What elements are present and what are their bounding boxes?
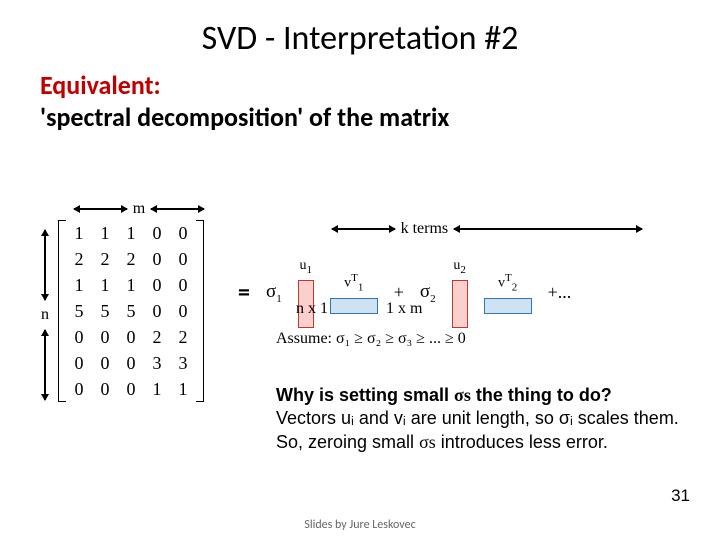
matrix-cell: 0 [170,220,196,246]
matrix-cell: 5 [92,298,118,324]
matrix-cell: 0 [170,298,196,324]
matrix-table: 11100222001110055500000220003300011 [66,220,196,402]
page-number: 31 [671,486,690,506]
matrix-cell: 0 [144,246,170,272]
subtitle-line-2: 'spectral decomposition' of the matrix [40,101,680,133]
matrix-cell: 0 [118,350,144,376]
matrix-cell: 3 [144,350,170,376]
arrow-h-icon [151,208,204,209]
matrix-cell: 2 [118,246,144,272]
matrix-cell: 0 [66,324,92,350]
sigma1: σ1 [266,281,282,305]
n-dimension-label: n [34,230,56,400]
v2t-vector: vT2 [484,272,532,313]
n-text: n [41,306,49,324]
footer-credit: Slides by Jure Leskovec [0,518,720,532]
subtitle: Equivalent: 'spectral decomposition' of … [40,69,680,133]
matrix-cell: 0 [144,220,170,246]
ellipsis: +... [548,282,572,303]
row-vector-icon [330,298,378,314]
slide-title: SVD - Interpretation #2 [40,18,680,59]
matrix-cell: 3 [170,350,196,376]
matrix-cell: 1 [118,272,144,298]
body-text: Why is setting small σs the thing to do?… [276,384,690,454]
nx1-label: n x 1 [296,300,328,318]
arrow-v-icon [44,230,45,300]
m-text: m [133,200,145,218]
matrix-cell: 5 [66,298,92,324]
matrix-cell: 1 [92,272,118,298]
matrix-cell: 1 [144,376,170,402]
u2-vector: u2 [452,258,468,328]
matrix-cell: 2 [144,324,170,350]
k-terms-label: k terms [332,220,642,238]
bracket-right-icon [196,220,204,402]
matrix-cell: 1 [118,220,144,246]
arrow-h-icon [74,208,127,209]
body-line-2: Vectors uᵢ and vᵢ are unit length, so σᵢ… [276,407,690,430]
column-vector-icon [452,280,468,328]
m-dimension-label: m [74,200,204,218]
k-terms-text: k terms [401,220,449,238]
row-vector-icon [484,298,532,314]
matrix-cell: 2 [170,324,196,350]
matrix-cell: 0 [66,350,92,376]
body-line-1: Why is setting small σs the thing to do? [276,384,690,407]
body-line-3: So, zeroing small σs introduces less err… [276,431,690,454]
matrix-cell: 0 [144,298,170,324]
matrix-cell: 0 [92,350,118,376]
matrix-cell: 0 [170,246,196,272]
matrix-cell: 1 [66,272,92,298]
assume-line: Assume: σ₁ ≥ σ₂ ≥ σ₃ ≥ ... ≥ 0 [276,330,466,348]
matrix-cell: 2 [92,246,118,272]
v1t-vector: vT1 [330,272,378,313]
matrix-cell: 5 [118,298,144,324]
subtitle-line-1: Equivalent: [40,69,680,101]
matrix-cell: 1 [170,376,196,402]
matrix-cell: 0 [144,272,170,298]
slide: SVD - Interpretation #2 Equivalent: 'spe… [0,0,720,540]
matrix-cell: 0 [118,324,144,350]
matrix-cell: 0 [92,376,118,402]
matrix-cell: 1 [92,220,118,246]
matrix-cell: 0 [92,324,118,350]
matrix: 11100222001110055500000220003300011 [58,220,204,407]
arrow-v-icon [44,330,45,400]
matrix-cell: 2 [66,246,92,272]
arrow-h-icon [332,228,395,229]
bracket-left-icon [58,220,66,402]
equals-sign: = [238,278,250,307]
matrix-cell: 0 [66,376,92,402]
matrix-cell: 0 [170,272,196,298]
onexm-label: 1 x m [386,300,422,318]
matrix-cell: 0 [118,376,144,402]
matrix-cell: 1 [66,220,92,246]
arrow-h-icon [454,228,642,229]
